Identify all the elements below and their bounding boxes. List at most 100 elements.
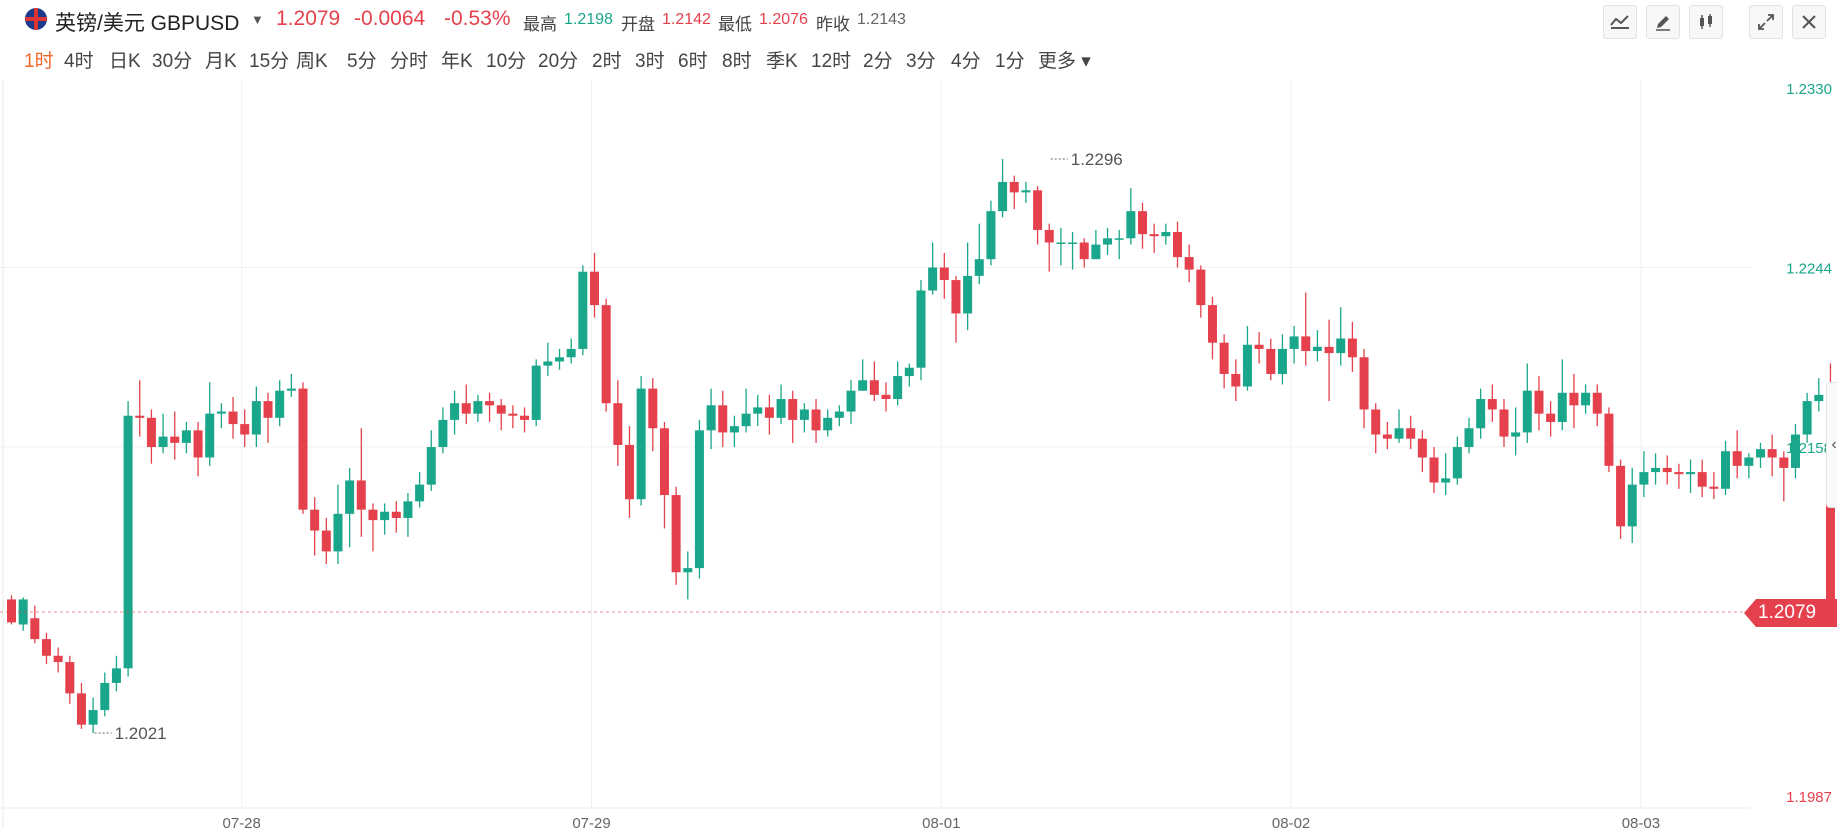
candle-body <box>1732 451 1742 466</box>
candle-body <box>764 407 774 418</box>
period-21[interactable]: 1分 <box>995 51 1025 72</box>
chevron-down-icon[interactable]: ▼ <box>251 12 264 27</box>
candle-body <box>275 390 285 418</box>
period-6[interactable]: 周K <box>296 51 328 72</box>
annotation-label: 1.2296 <box>1071 150 1123 169</box>
period-4[interactable]: 月K <box>205 51 237 72</box>
candle-body <box>1452 447 1462 479</box>
last-price-tag: 1.2079 <box>1744 599 1837 627</box>
candle-body <box>1056 242 1066 244</box>
candle-body <box>1324 346 1334 354</box>
period-11[interactable]: 20分 <box>538 51 579 72</box>
period-22[interactable]: 更多 ▾ <box>1038 51 1091 72</box>
candle-body <box>1557 392 1567 422</box>
candle-body <box>205 413 215 458</box>
candle-body <box>683 568 693 573</box>
candle-body <box>508 413 518 416</box>
pencil-icon[interactable] <box>1646 5 1680 39</box>
candle-body <box>438 419 448 448</box>
period-2[interactable]: 日K <box>109 51 141 72</box>
candlestick-icon[interactable] <box>1689 5 1723 39</box>
candle-body <box>380 511 390 521</box>
y-tick-label: 1.2244 <box>1786 261 1832 278</box>
candle-body <box>496 405 506 414</box>
candle-body <box>1196 269 1206 306</box>
candle-body <box>1441 478 1451 483</box>
symbol-title[interactable]: 英镑/美元 GBPUSD <box>55 12 240 35</box>
candle-body <box>1686 472 1696 475</box>
candle-body <box>181 430 191 443</box>
candle-body <box>799 409 809 420</box>
candle-body <box>100 682 110 711</box>
period-13[interactable]: 3时 <box>635 51 665 72</box>
candle-body <box>1522 390 1532 433</box>
period-20[interactable]: 4分 <box>951 51 981 72</box>
period-7[interactable]: 5分 <box>347 51 377 72</box>
candle-body <box>345 480 355 514</box>
period-0[interactable]: 1时 <box>24 51 54 72</box>
period-3[interactable]: 30分 <box>152 51 193 72</box>
candle-body <box>135 415 145 418</box>
period-17[interactable]: 12时 <box>811 51 852 72</box>
candle-body <box>1207 305 1217 343</box>
annotation-label: 1.2021 <box>115 724 167 743</box>
candle-body <box>368 509 378 521</box>
candle-body <box>251 401 261 435</box>
line-chart-icon[interactable] <box>1603 5 1637 39</box>
expand-icon[interactable] <box>1749 5 1783 39</box>
period-12[interactable]: 2时 <box>592 51 622 72</box>
period-14[interactable]: 6时 <box>678 51 708 72</box>
period-15[interactable]: 8时 <box>722 51 752 72</box>
collapse-panel-button[interactable]: ‹ <box>1826 382 1837 508</box>
candle-body <box>111 668 121 683</box>
candle-body <box>659 428 669 496</box>
candle-body <box>461 403 471 414</box>
stat-low-label: 最低 <box>718 15 752 34</box>
stat-open-label: 开盘 <box>621 15 655 34</box>
period-16[interactable]: 季K <box>766 51 798 72</box>
candle-body <box>1103 238 1113 245</box>
candle-body <box>1569 392 1579 406</box>
candle-body <box>881 394 891 400</box>
candle-body <box>1021 190 1031 193</box>
candle-body <box>1616 465 1626 527</box>
candle-body <box>1662 467 1672 473</box>
candle-body <box>566 348 576 358</box>
candle-body <box>858 380 868 391</box>
candle-body <box>1114 238 1124 240</box>
candle-body <box>333 513 343 552</box>
candle-body <box>1044 229 1054 243</box>
candle-body <box>240 424 250 435</box>
period-9[interactable]: 年K <box>441 51 473 72</box>
candle-body <box>776 399 786 418</box>
candle-body <box>636 388 646 500</box>
candle-body <box>1476 399 1486 429</box>
price-change-percent: -0.53% <box>444 7 511 30</box>
candle-body <box>485 401 495 406</box>
candle-body <box>76 693 86 725</box>
candle-body <box>263 401 273 418</box>
candle-body <box>998 181 1008 212</box>
period-5[interactable]: 15分 <box>249 51 290 72</box>
candle-body <box>1814 394 1824 402</box>
candle-body <box>904 367 914 377</box>
candle-body <box>1173 232 1182 258</box>
period-18[interactable]: 2分 <box>863 51 893 72</box>
candle-body <box>928 267 938 291</box>
candle-body <box>1581 392 1591 406</box>
candle-body <box>216 411 226 414</box>
close-icon[interactable] <box>1792 5 1826 39</box>
period-19[interactable]: 3分 <box>906 51 936 72</box>
period-8[interactable]: 分时 <box>390 51 429 72</box>
candle-body <box>158 436 168 448</box>
x-tick-label: 08-01 <box>922 815 960 829</box>
candle-body <box>951 280 961 314</box>
period-1[interactable]: 4时 <box>64 51 94 72</box>
period-10[interactable]: 10分 <box>486 51 527 72</box>
candle-body <box>520 415 530 420</box>
candle-body <box>939 267 949 281</box>
candle-body <box>1079 242 1089 260</box>
candle-body <box>1802 401 1812 435</box>
candle-body <box>590 271 599 306</box>
